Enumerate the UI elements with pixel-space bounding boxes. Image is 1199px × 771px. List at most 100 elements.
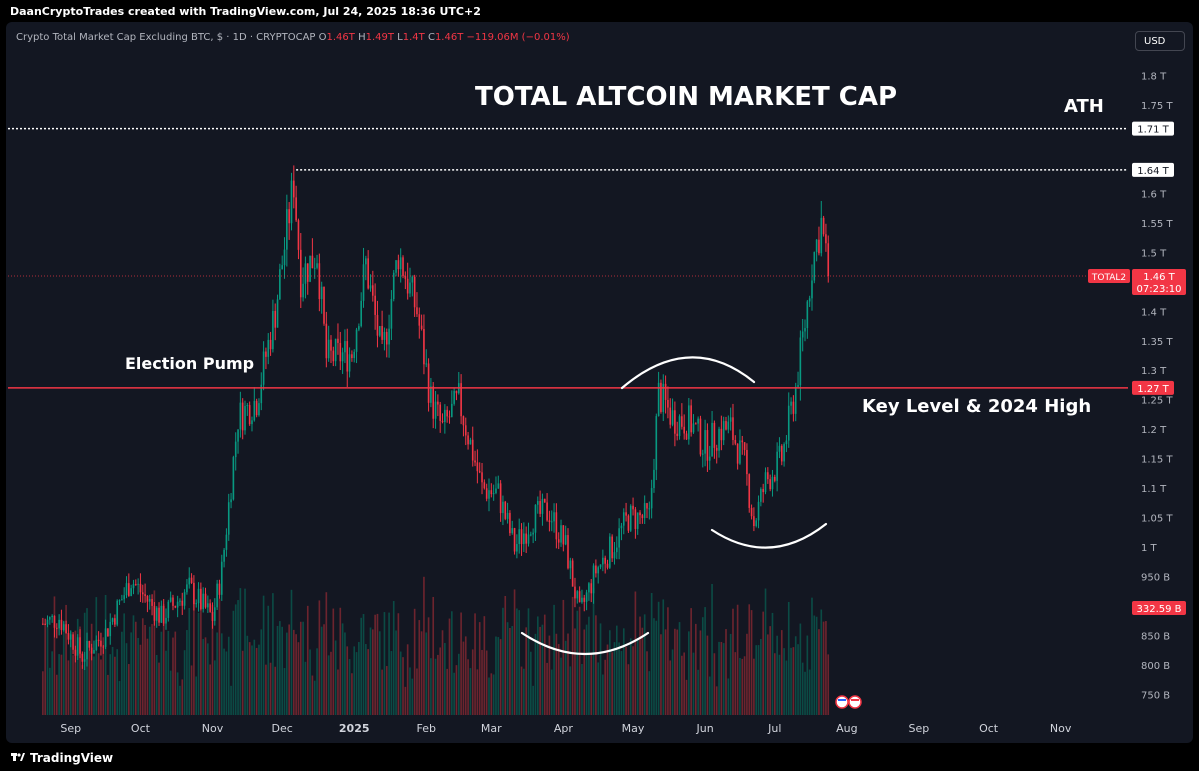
volume-bar [625, 646, 627, 715]
candle-body [430, 386, 432, 403]
candle-body [546, 502, 548, 521]
open-label: O [318, 32, 327, 43]
candle-body [79, 637, 81, 654]
volume-bar [506, 622, 509, 715]
chart-panel[interactable] [6, 22, 1193, 743]
volume-bar [88, 650, 91, 715]
volume-bar [469, 668, 472, 715]
y-tick-label: 1.25 T [1141, 396, 1173, 407]
candle-body [811, 280, 813, 299]
candle-body [323, 286, 325, 324]
volume-bar [820, 609, 823, 715]
candle-body [567, 535, 569, 569]
volume-bar [567, 633, 569, 715]
volume-bar [104, 594, 107, 715]
candle-body [488, 490, 490, 499]
volume-bar [286, 632, 288, 715]
candle-body [685, 433, 688, 440]
x-tick-label: Nov [1050, 722, 1072, 735]
x-tick-label: Sep [909, 722, 930, 735]
volume-bar [213, 660, 216, 715]
volume-bar [492, 674, 495, 715]
volume-bar [146, 638, 149, 715]
candle-body [771, 476, 774, 490]
volume-bar [251, 645, 253, 715]
volume-bar [722, 643, 725, 715]
volume-bar [653, 618, 655, 715]
volume-bar [543, 614, 546, 715]
volume-bar [355, 652, 358, 715]
events-icon[interactable] [835, 695, 862, 709]
candle-body [688, 405, 690, 440]
volume-bar [139, 644, 142, 715]
candle-body [139, 583, 142, 593]
volume-bar [755, 645, 758, 715]
candle-body [237, 429, 239, 442]
candle-body [355, 329, 358, 352]
candle-body [230, 499, 232, 503]
volume-bar [42, 671, 44, 715]
candle-body [165, 617, 167, 624]
volume-tag [1132, 601, 1186, 615]
candle-body [107, 628, 109, 637]
candle-body [636, 512, 639, 529]
candle-body [653, 469, 655, 489]
volume-bar [276, 625, 279, 715]
volume-bar [197, 612, 200, 715]
volume-bar [495, 636, 497, 715]
volume-bar [290, 589, 293, 715]
candle-body [241, 402, 244, 431]
volume-bar [639, 616, 641, 715]
candle-body [274, 310, 277, 328]
volume-bar [253, 639, 256, 715]
volume-bar [279, 621, 281, 715]
volume-bar [641, 627, 644, 715]
candle-body [395, 260, 397, 273]
volume-bar [611, 652, 613, 715]
candle-body [625, 512, 627, 516]
volume-bar [441, 630, 444, 715]
volume-bar [801, 662, 804, 715]
currency-button[interactable]: USD [1135, 31, 1185, 51]
candle-body [197, 588, 200, 604]
candle-body [669, 407, 672, 425]
volume-bar [51, 651, 53, 715]
candle-body [134, 584, 137, 586]
volume-bar [409, 667, 411, 715]
volume-bar [606, 644, 609, 715]
candle-body [416, 307, 418, 315]
volume-bar [102, 637, 105, 715]
candle-body [190, 577, 193, 583]
y-tick-label: 1.1 T [1141, 484, 1167, 495]
volume-bar [762, 611, 764, 715]
candle-body [655, 416, 658, 470]
volume-bar [216, 632, 218, 715]
volume-bar [262, 595, 265, 715]
candle-body [697, 418, 699, 424]
candle-body [169, 597, 172, 602]
volume-bars [42, 576, 830, 715]
volume-bar [664, 629, 667, 715]
candle-body [121, 599, 123, 601]
candle-body [344, 341, 346, 353]
candle-body [767, 472, 769, 480]
volume-bar [141, 618, 144, 715]
volume-bar [158, 662, 160, 715]
candle-body [332, 350, 335, 362]
volume-bar [128, 664, 130, 715]
candle-body [727, 421, 730, 430]
footer-brand: TradingView [30, 751, 114, 765]
volume-bar [578, 606, 581, 715]
candle-body [181, 600, 184, 606]
time-axis[interactable]: Sep Oct Nov Dec 2025 Feb Mar Apr May Jun Jul Aug Sep… [60, 722, 1071, 735]
volume-bar [337, 669, 339, 715]
symbol-name: Crypto Total Market Cap Excluding BTC, $… [16, 32, 316, 43]
volume-bar [151, 624, 153, 715]
candle-body [299, 249, 302, 298]
volume-bar [720, 641, 723, 715]
candle-body [780, 445, 783, 462]
symbol-tag-label: TOTAL2 [1091, 273, 1126, 283]
candle-body [548, 520, 551, 522]
candle-body [750, 507, 753, 517]
